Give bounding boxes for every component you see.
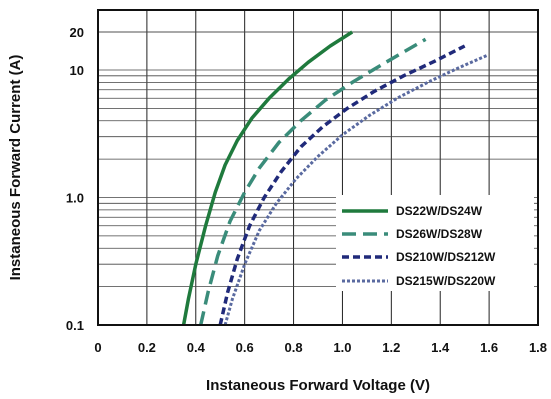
x-tick-label-8: 1.6 xyxy=(480,340,498,355)
x-tick-label-9: 1.8 xyxy=(529,340,547,355)
y-axis-label: Instaneous Forward Current (A) xyxy=(7,55,24,281)
y-tick-label-3: 20 xyxy=(70,25,84,40)
x-tick-label-0: 0 xyxy=(94,340,101,355)
x-tick-label-1: 0.2 xyxy=(138,340,156,355)
legend-label-3: DS215W/DS220W xyxy=(396,274,496,288)
x-tick-label-7: 1.4 xyxy=(431,340,450,355)
legend-label-1: DS26W/DS28W xyxy=(396,227,483,241)
series-line-0 xyxy=(181,30,354,326)
x-tick-label-4: 0.8 xyxy=(285,340,303,355)
x-axis-label: Instaneous Forward Voltage (V) xyxy=(206,377,430,394)
series-line-2 xyxy=(218,44,466,326)
y-tick-label-0: 0.1 xyxy=(66,318,84,333)
tick-labels: 0 0.2 0.4 0.6 0.8 1.0 1.2 1.4 1.6 1.8 0.1 1.0 10 20 xyxy=(66,25,547,355)
y-tick-label-2: 10 xyxy=(70,63,84,78)
x-tick-label-3: 0.6 xyxy=(236,340,254,355)
series-line-3 xyxy=(223,54,488,326)
x-tick-label-2: 0.4 xyxy=(187,340,206,355)
legend-label-2: DS210W/DS212W xyxy=(396,250,496,264)
series-group xyxy=(181,30,488,326)
legend-label-0: DS22W/DS24W xyxy=(396,204,483,218)
y-tick-label-1: 1.0 xyxy=(66,191,84,206)
plot-frame xyxy=(97,9,539,326)
x-tick-label-6: 1.2 xyxy=(382,340,400,355)
series-line-1 xyxy=(198,37,427,326)
x-tick-label-5: 1.0 xyxy=(333,340,351,355)
legend: DS22W/DS24W DS26W/DS28W DS210W/DS212W DS215… xyxy=(336,195,534,291)
